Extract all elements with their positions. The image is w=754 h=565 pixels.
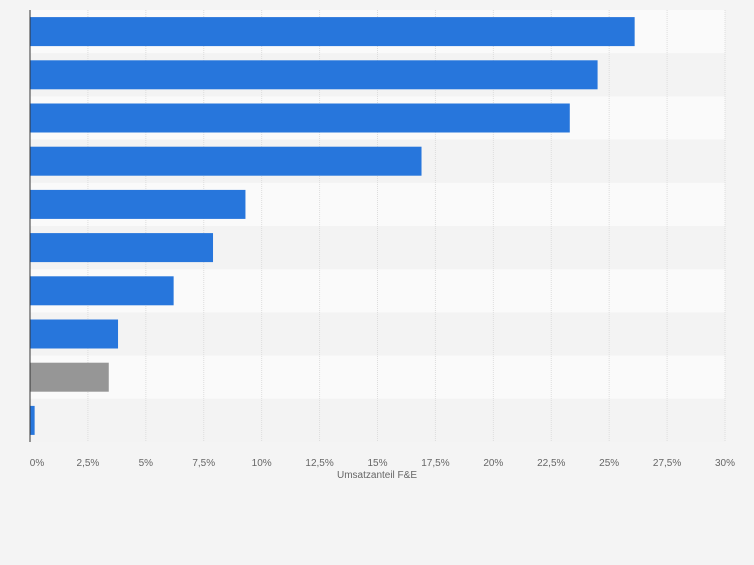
bar[interactable] — [30, 405, 35, 435]
x-tick-label: 7,5% — [192, 458, 215, 469]
bar[interactable] — [30, 362, 109, 392]
x-tick-label: 0% — [30, 458, 45, 469]
x-tick-label: 27,5% — [653, 458, 681, 469]
bars — [30, 17, 635, 435]
bar[interactable] — [30, 17, 635, 47]
bar[interactable] — [30, 319, 119, 349]
x-tick-label: 10% — [252, 458, 272, 469]
x-tick-label: 12,5% — [305, 458, 333, 469]
bar[interactable] — [30, 146, 422, 176]
bar[interactable] — [30, 103, 570, 133]
x-tick-label: 2,5% — [77, 458, 100, 469]
x-tick-label: 5% — [139, 458, 154, 469]
bar[interactable] — [30, 276, 174, 306]
x-tick-label: 22,5% — [537, 458, 565, 469]
bar[interactable] — [30, 60, 598, 90]
x-tick-labels: 0% 2,5% 5% 7,5% 10% 12,5% 15% 17,5% 20% 22,5% 25% 2… — [30, 458, 735, 469]
bar[interactable] — [30, 189, 246, 219]
bar[interactable] — [30, 233, 214, 263]
x-tick-label: 17,5% — [421, 458, 449, 469]
x-tick-label: 20% — [483, 458, 503, 469]
x-tick-label: 15% — [367, 458, 387, 469]
x-tick-label: 30% — [715, 458, 735, 469]
x-axis-label: Umsatzanteil F&E — [337, 470, 417, 481]
x-tick-label: 25% — [599, 458, 619, 469]
